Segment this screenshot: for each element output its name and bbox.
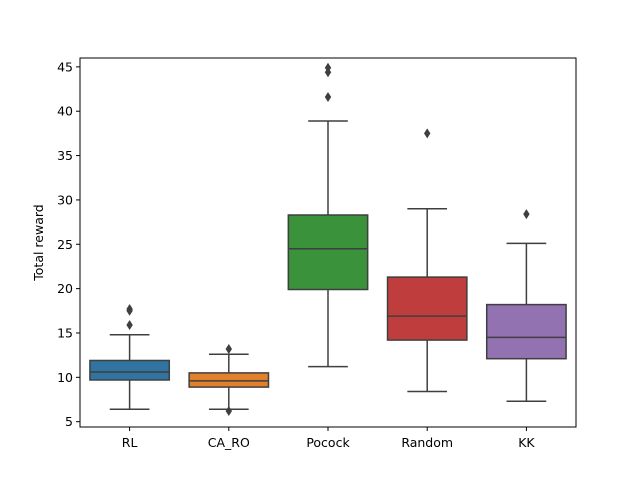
outlier-point [126, 304, 133, 315]
y-tick-label: 45 [57, 59, 73, 74]
y-tick-label: 10 [57, 370, 73, 385]
box-body [188, 372, 270, 388]
box-pocock [287, 62, 369, 368]
box-kk [485, 209, 567, 403]
y-axis-ticks: 5 10 15 20 25 30 35 40 45 [57, 59, 80, 429]
box-ca-ro [188, 343, 270, 417]
y-axis-label: Total reward [31, 204, 46, 281]
outlier-point [424, 128, 431, 139]
x-tick-label: CA_RO [208, 435, 250, 450]
box-series [89, 62, 567, 417]
y-tick-label: 15 [57, 325, 73, 340]
x-tick-label: RL [122, 435, 138, 450]
outlier-point [126, 319, 133, 330]
x-tick-label: Pocock [306, 435, 350, 450]
box-body [386, 276, 468, 341]
y-tick-label: 25 [57, 237, 73, 252]
outlier-point [523, 209, 530, 220]
outlier-point [225, 343, 232, 354]
x-tick-label: Random [401, 435, 453, 450]
x-axis-ticks: RL CA_RO Pocock Random KK [122, 427, 535, 450]
box-rl [89, 304, 171, 411]
plot-area-frame [79, 57, 577, 428]
outlier-point [324, 62, 332, 73]
outlier-point [324, 92, 332, 103]
box-body [485, 303, 567, 360]
y-tick-label: 35 [57, 148, 73, 163]
box-body [287, 214, 369, 291]
box-body [89, 359, 171, 381]
x-tick-label: KK [518, 435, 535, 450]
outlier-point [225, 406, 232, 417]
y-tick-label: 5 [65, 414, 73, 429]
box-random [386, 128, 468, 393]
y-tick-label: 20 [57, 281, 73, 296]
y-tick-label: 40 [57, 104, 73, 119]
y-tick-label: 30 [57, 192, 73, 207]
